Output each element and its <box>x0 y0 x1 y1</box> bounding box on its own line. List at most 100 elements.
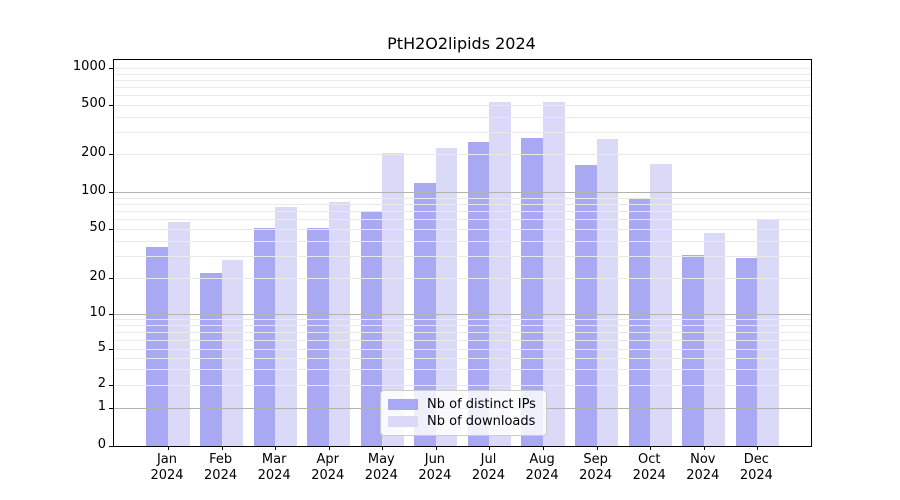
gridline-y-500 <box>114 105 811 106</box>
bar-downloads-jul <box>489 101 512 446</box>
x-tick-label-may: May 2024 <box>364 452 398 483</box>
chart-title: PtH2O2lipids 2024 <box>387 34 536 53</box>
gridline-y-9 <box>114 319 811 320</box>
gridline-y-4 <box>114 358 811 359</box>
y-tick-20 <box>109 278 113 279</box>
x-tick-aug <box>543 446 544 450</box>
x-tick-oct <box>650 446 651 450</box>
x-tick-nov <box>704 446 705 450</box>
gridline-y-2 <box>114 385 811 386</box>
bar-distinct-ips-dec <box>735 258 758 446</box>
gridline-y-100 <box>114 192 811 193</box>
gridline-y-1000 <box>114 68 811 69</box>
legend-item-distinct-ips: Nb of distinct IPs <box>388 397 539 412</box>
y-tick-500 <box>109 105 113 106</box>
y-tick-2 <box>109 385 113 386</box>
x-tick-feb <box>222 446 223 450</box>
gridline-y-3 <box>114 369 811 370</box>
plot-area: Nb of distinct IPs Nb of downloads <box>109 59 812 450</box>
x-tick-jul <box>489 446 490 450</box>
x-tick-label-sep: Sep 2024 <box>579 452 613 483</box>
bar-downloads-oct <box>650 163 672 446</box>
legend-swatch-downloads-icon <box>388 416 418 428</box>
y-tick-50 <box>109 229 113 230</box>
gridline-y-30 <box>114 256 811 257</box>
x-tick-label-oct: Oct 2024 <box>632 452 666 483</box>
x-tick-label-dec: Dec 2024 <box>739 452 773 483</box>
y-tick-200 <box>109 154 113 155</box>
gridline-y-10 <box>114 314 811 315</box>
gridline-y-200 <box>114 154 811 155</box>
x-tick-label-jul: Jul 2024 <box>471 452 506 483</box>
legend-item-downloads: Nb of downloads <box>388 414 539 429</box>
bar-distinct-ips-nov <box>682 254 704 446</box>
y-tick-label-5: 5 <box>97 340 106 355</box>
x-tick-dec <box>757 446 758 450</box>
y-tick-label-1: 1 <box>97 399 106 414</box>
x-tick-label-mar: Mar 2024 <box>257 452 291 483</box>
x-tick-label-jun: Jun 2024 <box>418 452 452 483</box>
bar-distinct-ips-oct <box>628 198 651 446</box>
gridline-y-800 <box>114 80 811 81</box>
x-tick-label-jan: Jan 2024 <box>150 452 184 483</box>
bar-downloads-may <box>382 152 404 446</box>
gridline-y-400 <box>114 117 811 118</box>
y-tick-label-500: 500 <box>81 96 106 111</box>
bar-distinct-ips-aug <box>521 137 544 446</box>
gridline-y-6 <box>114 340 811 341</box>
legend-label-distinct-ips: Nb of distinct IPs <box>427 396 536 412</box>
x-tick-may <box>382 446 383 450</box>
gridline-y-90 <box>114 198 811 199</box>
bar-downloads-mar <box>275 207 297 446</box>
bar-downloads-apr <box>328 201 351 446</box>
x-tick-jun <box>436 446 437 450</box>
bar-downloads-feb <box>221 260 244 446</box>
y-tick-5 <box>109 349 113 350</box>
x-tick-sep <box>597 446 598 450</box>
x-tick-label-aug: Aug 2024 <box>525 452 559 483</box>
gridline-y-700 <box>114 87 811 88</box>
y-tick-label-50: 50 <box>89 220 106 235</box>
x-tick-mar <box>275 446 276 450</box>
x-tick-label-feb: Feb 2024 <box>204 452 238 483</box>
y-tick-10 <box>109 314 113 315</box>
gridline-y-20 <box>114 278 811 279</box>
bar-downloads-aug <box>543 101 565 446</box>
bar-downloads-sep <box>596 138 619 446</box>
gridline-y-5 <box>114 349 811 350</box>
y-tick-label-2: 2 <box>97 376 106 391</box>
legend-label-downloads: Nb of downloads <box>427 414 536 430</box>
bar-distinct-ips-jul <box>467 142 490 446</box>
x-tick-jan <box>168 446 169 450</box>
bar-distinct-ips-jan <box>146 246 168 446</box>
gridline-y-900 <box>114 74 811 75</box>
bar-distinct-ips-may <box>360 211 383 446</box>
x-tick-label-nov: Nov 2024 <box>686 452 720 483</box>
bar-distinct-ips-mar <box>253 227 276 446</box>
legend: Nb of distinct IPs Nb of downloads <box>380 390 547 436</box>
y-tick-100 <box>109 192 113 193</box>
legend-swatch-distinct-ips-icon <box>388 398 418 410</box>
y-tick-label-20: 20 <box>89 269 106 284</box>
y-tick-label-100: 100 <box>81 183 106 198</box>
gridline-y-80 <box>114 204 811 205</box>
y-tick-label-1000: 1000 <box>72 59 106 74</box>
bar-downloads-jan <box>168 222 190 446</box>
gridline-y-7 <box>114 332 811 333</box>
y-tick-label-200: 200 <box>81 145 106 160</box>
bar-downloads-jun <box>435 147 458 446</box>
gridline-y-600 <box>114 95 811 96</box>
bar-distinct-ips-feb <box>199 272 222 446</box>
y-tick-label-0: 0 <box>97 437 106 452</box>
bar-distinct-ips-apr <box>307 227 329 446</box>
x-tick-apr <box>329 446 330 450</box>
y-tick-1000 <box>109 68 113 69</box>
gridline-y-50 <box>114 229 811 230</box>
y-tick-0 <box>109 446 113 447</box>
gridline-y-60 <box>114 219 811 220</box>
x-tick-label-apr: Apr 2024 <box>311 452 345 483</box>
gridline-y-8 <box>114 325 811 326</box>
bar-distinct-ips-sep <box>575 164 597 446</box>
y-tick-1 <box>109 408 113 409</box>
